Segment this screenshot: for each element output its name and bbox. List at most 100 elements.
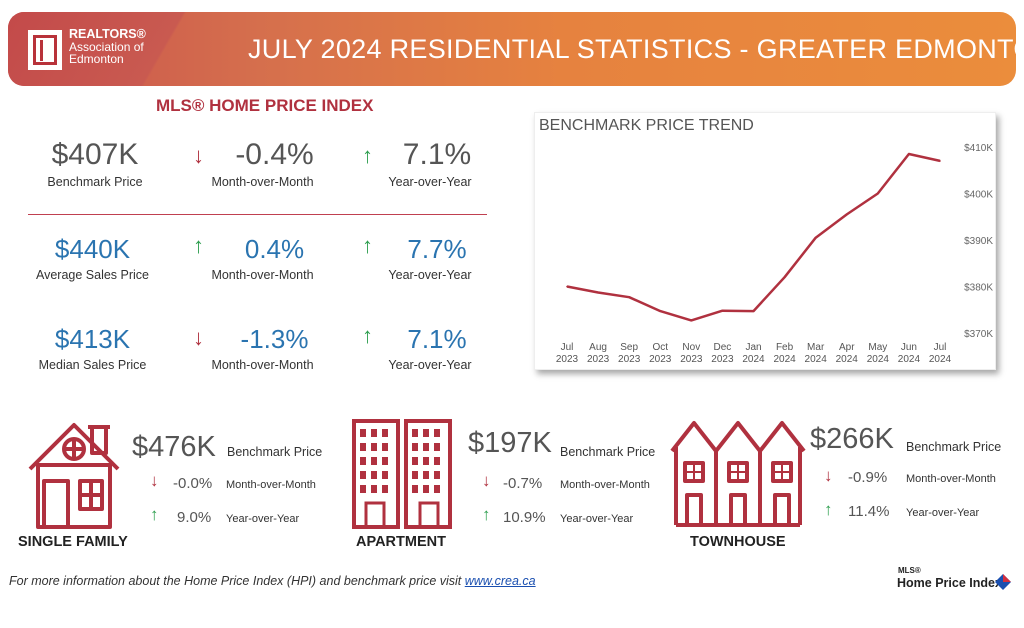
median-mom-value: -1.3% — [240, 324, 309, 354]
x-tick-label: Sep 2023 — [618, 342, 641, 365]
data-point — [721, 309, 724, 312]
header-banner: REALTORS® Association of Edmonton JULY 2… — [8, 12, 1016, 86]
footer-note: For more information about the Home Pric… — [9, 574, 536, 588]
benchmark-yoy-label: Year-over-Year — [388, 175, 472, 189]
average-yoy-label: Year-over-Year — [388, 268, 472, 282]
benchmark-price-value: $407K — [51, 138, 139, 171]
y-tick-label: $400K — [964, 190, 993, 201]
data-point — [597, 291, 599, 294]
townhouse-mom-label: Month-over-Month — [906, 473, 996, 485]
up-arrow-icon: ↑ — [482, 505, 491, 524]
single-family-title: SINGLE FAMILY — [18, 534, 128, 550]
up-arrow-icon: ↑ — [362, 323, 373, 348]
x-tick-label: Jul 2023 — [556, 342, 579, 365]
y-tick-label: $390K — [964, 236, 993, 247]
up-arrow-icon: ↑ — [362, 143, 373, 168]
single-family-yoy-label: Year-over-Year — [226, 513, 300, 525]
section-divider — [28, 214, 487, 215]
median-yoy-value: 7.1% — [407, 324, 467, 354]
data-point — [814, 236, 817, 239]
townhouse-yoy: 11.4% — [848, 503, 890, 520]
page-title: JULY 2024 RESIDENTIAL STATISTICS - GREAT… — [248, 34, 1016, 64]
average-yoy-stat: 7.7% Year-over-Year — [375, 234, 485, 282]
median-yoy-label: Year-over-Year — [388, 358, 472, 372]
down-arrow-icon: ↓ — [150, 471, 159, 490]
x-tick-label: Jun 2024 — [898, 342, 921, 365]
benchmark-mom-stat: -0.4% Month-over-Month — [200, 138, 325, 189]
benchmark-mom-label: Month-over-Month — [211, 175, 314, 189]
data-point — [628, 296, 630, 298]
x-tick-label: Apr 2024 — [836, 342, 859, 365]
data-point — [908, 153, 910, 155]
up-arrow-icon: ↑ — [362, 233, 373, 258]
x-tick-label: Jul 2024 — [929, 342, 952, 365]
average-price-value: $440K — [54, 234, 131, 264]
series-line — [566, 152, 941, 322]
hpi-logo: MLS® Home Price Index — [897, 566, 1012, 594]
single-family-panel: $476K Benchmark Price ↓ -0.0% Month-over… — [0, 405, 330, 555]
apartment-title: APARTMENT — [356, 534, 446, 550]
down-arrow-icon: ↓ — [193, 143, 204, 168]
single-family-mom: -0.0% — [173, 475, 213, 492]
realtors-logo-text: REALTORS® Association of Edmonton — [69, 28, 146, 66]
hpi-logo-big: Home Price Index — [897, 576, 1002, 590]
benchmark-trend-chart: $370K $380K $390K $400K $410K Jul 2023 Aug 2023 S… — [534, 112, 996, 370]
realtors-logo-icon — [28, 30, 62, 70]
benchmark-price-label: Benchmark Price — [47, 175, 143, 189]
median-mom-label: Month-over-Month — [211, 358, 314, 372]
data-point — [566, 285, 568, 288]
hpi-diamond-icon — [995, 574, 1011, 590]
house-icon — [28, 423, 120, 529]
townhouse-benchmark: $266K — [810, 423, 894, 455]
townhouse-icon — [670, 421, 806, 527]
y-tick-label: $370K — [964, 329, 993, 340]
x-tick-label: Jan 2024 — [742, 342, 765, 365]
benchmark-yoy-stat: 7.1% Year-over-Year — [375, 138, 485, 189]
data-point — [877, 192, 879, 195]
single-family-benchmark: $476K — [132, 431, 216, 463]
townhouse-title: TOWNHOUSE — [690, 534, 786, 550]
apartment-mom-label: Month-over-Month — [560, 479, 650, 491]
apartment-yoy: 10.9% — [503, 509, 546, 526]
apartment-yoy-label: Year-over-Year — [560, 513, 634, 525]
data-point — [659, 310, 662, 312]
apartment-building-icon — [352, 419, 452, 529]
average-mom-value: 0.4% — [244, 234, 305, 264]
down-arrow-icon: ↓ — [482, 471, 491, 490]
townhouse-panel: $266K Benchmark Price ↓ -0.9% Month-over… — [668, 405, 1018, 555]
y-tick-label: $410K — [964, 143, 993, 154]
average-mom-stat: 0.4% Month-over-Month — [200, 234, 325, 282]
x-tick-label: Aug 2023 — [587, 342, 610, 365]
chart-title: BENCHMARK PRICE TREND — [539, 117, 754, 134]
x-tick-label: Oct 2023 — [649, 342, 672, 365]
average-yoy-value: 7.7% — [407, 234, 467, 264]
average-price-label: Average Sales Price — [35, 268, 150, 282]
logo-line-1: REALTORS® — [69, 27, 146, 41]
benchmark-yoy-value: 7.1% — [402, 138, 472, 171]
hpi-logo-small: MLS® — [898, 566, 921, 575]
x-tick-label: Mar 2024 — [805, 342, 828, 365]
crea-link[interactable]: www.crea.ca — [464, 574, 536, 588]
apartment-benchmark-label: Benchmark Price — [560, 445, 656, 459]
x-tick-label: May 2024 — [867, 342, 890, 365]
median-price-value: $413K — [54, 324, 131, 354]
logo-line-3: Edmonton — [69, 52, 124, 66]
up-arrow-icon: ↑ — [193, 233, 204, 258]
benchmark-mom-value: -0.4% — [235, 138, 314, 171]
townhouse-yoy-label: Year-over-Year — [906, 507, 980, 519]
average-mom-label: Month-over-Month — [211, 268, 314, 282]
townhouse-mom: -0.9% — [848, 469, 888, 486]
apartment-mom: -0.7% — [503, 475, 543, 492]
single-family-yoy: 9.0% — [177, 509, 212, 526]
median-mom-stat: -1.3% Month-over-Month — [200, 324, 325, 372]
up-arrow-icon: ↑ — [150, 505, 159, 524]
data-point — [845, 213, 848, 216]
average-price-stat: $440K Average Sales Price — [30, 234, 155, 282]
footer-text: For more information about the Home Pric… — [9, 574, 465, 588]
median-yoy-stat: 7.1% Year-over-Year — [375, 324, 485, 372]
apartment-benchmark: $197K — [468, 427, 552, 459]
data-point — [752, 310, 755, 312]
trend-chart-svg: $370K $380K $390K $400K $410K Jul 2023 Aug 2023 S… — [556, 143, 993, 365]
down-arrow-icon: ↓ — [193, 325, 204, 350]
data-point — [939, 160, 941, 162]
